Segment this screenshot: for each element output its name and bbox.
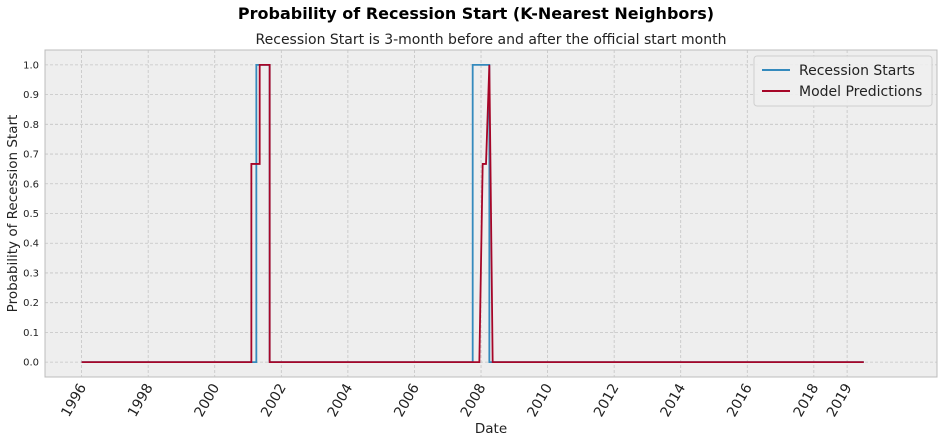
x-tick-label: 1998 xyxy=(125,381,157,420)
x-axis-label: Date xyxy=(475,421,507,437)
y-axis-label: Probability of Recession Start xyxy=(5,115,21,313)
legend-box xyxy=(753,55,933,107)
y-tick-labels: 0.0 0.1 0.2 0.3 0.4 0.5 0.6 0.7 0.8 0.9 1.0 xyxy=(23,60,39,368)
y-tick-label: 0.4 xyxy=(23,239,39,250)
x-tick-label: 2010 xyxy=(524,381,556,420)
figure-suptitle: Probability of Recession Start (K-Neares… xyxy=(238,4,714,23)
y-tick-label: 0.2 xyxy=(23,298,39,309)
y-tick-label: 0.9 xyxy=(23,90,39,101)
x-tick-labels: 1996 1998 2000 2002 2004 2006 2008 2010 2012 2014… xyxy=(58,381,855,420)
chart-title: Recession Start is 3-month before and af… xyxy=(256,32,727,48)
legend-label: Recession Starts xyxy=(799,63,915,79)
series-lines xyxy=(81,63,864,364)
x-tick-label: 2014 xyxy=(658,381,690,420)
x-tick-label: 2000 xyxy=(192,381,224,420)
y-tick-label: 0.6 xyxy=(23,179,39,190)
y-tick-label: 0.1 xyxy=(23,328,39,339)
x-tick-label: 1996 xyxy=(58,381,90,420)
x-tick-label: 2004 xyxy=(325,381,357,420)
x-tick-label: 2019 xyxy=(824,381,856,420)
y-tick-label: 0.7 xyxy=(23,150,39,161)
y-tick-label: 0.3 xyxy=(23,268,39,279)
legend-label: Model Predictions xyxy=(799,84,922,100)
x-tick-label: 2008 xyxy=(458,381,490,420)
legend: Recession Starts Model Predictions xyxy=(753,55,933,107)
series-line-model-predictions xyxy=(81,63,864,364)
x-tick-label: 2016 xyxy=(724,381,756,420)
x-tick-label: 2006 xyxy=(391,381,423,420)
y-tick-label: 0.0 xyxy=(23,358,39,369)
x-tick-label: 2018 xyxy=(791,381,823,420)
y-tick-label: 0.5 xyxy=(23,209,39,220)
y-tick-label: 0.8 xyxy=(23,120,39,131)
x-tick-label: 2012 xyxy=(591,381,623,420)
x-tick-label: 2002 xyxy=(258,381,290,420)
y-tick-label: 1.0 xyxy=(23,60,39,71)
